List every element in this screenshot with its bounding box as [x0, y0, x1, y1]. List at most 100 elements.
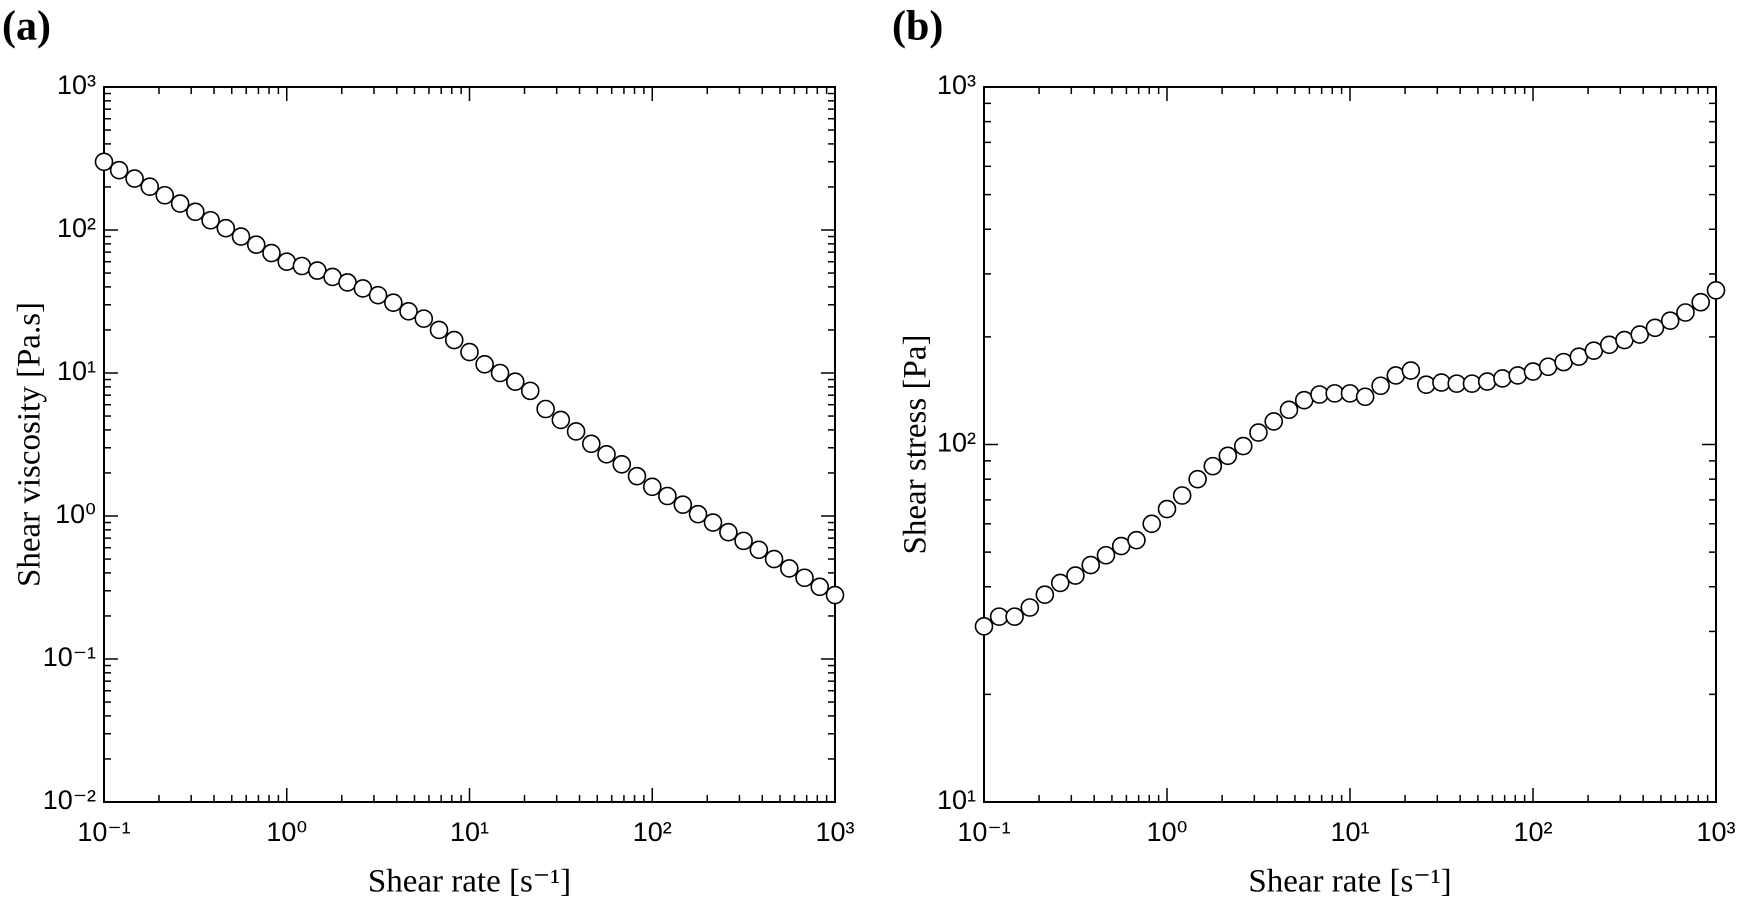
marker	[597, 445, 616, 464]
marker	[1081, 555, 1101, 575]
marker	[460, 342, 479, 362]
marker	[1538, 357, 1558, 377]
panel-label: (a)	[2, 4, 51, 50]
y-axis-label: Shear viscosity [Pa.s]	[12, 302, 48, 587]
marker	[719, 522, 738, 542]
marker	[368, 285, 388, 305]
y-tick-label: 10³	[937, 70, 976, 100]
marker	[703, 513, 723, 532]
marker	[140, 177, 160, 196]
x-axis-label: Shear rate [s⁻¹]	[1248, 864, 1451, 900]
y-tick-label: 10²	[937, 428, 976, 458]
marker	[749, 540, 769, 560]
plot-frame	[983, 86, 1717, 803]
x-tick-label: 10¹	[1330, 817, 1369, 847]
marker	[1264, 412, 1284, 431]
marker	[1142, 514, 1162, 534]
marker	[338, 273, 357, 292]
marker	[505, 372, 525, 391]
marker	[490, 363, 510, 383]
marker	[109, 160, 129, 180]
marker	[1111, 536, 1131, 556]
marker	[1645, 318, 1665, 338]
marker	[1401, 361, 1421, 380]
marker	[1172, 486, 1192, 505]
marker	[612, 454, 632, 474]
marker	[1035, 585, 1055, 605]
marker	[1615, 330, 1634, 350]
marker	[582, 434, 601, 454]
marker	[779, 559, 799, 578]
marker	[231, 227, 251, 246]
x-tick-label: 10⁻¹	[957, 817, 1010, 847]
x-tick-label: 10²	[1513, 817, 1552, 847]
marker	[1355, 387, 1375, 407]
marker	[825, 585, 845, 605]
marker	[1249, 423, 1268, 442]
y-axis-label: Shear stress [Pa]	[898, 335, 934, 555]
marker	[764, 549, 784, 569]
marker	[246, 235, 266, 254]
y-tick-label: 10⁻¹	[43, 642, 96, 672]
marker	[688, 504, 708, 524]
marker	[1294, 390, 1314, 410]
marker	[1203, 456, 1223, 476]
marker	[1371, 376, 1390, 396]
marker	[1340, 384, 1360, 403]
marker	[1462, 374, 1482, 393]
marker	[1020, 598, 1040, 617]
marker	[1508, 366, 1528, 385]
marker	[1325, 384, 1345, 403]
marker	[1188, 469, 1207, 489]
marker	[1416, 375, 1436, 394]
y-tick-label: 10⁻²	[43, 785, 96, 815]
marker	[170, 194, 190, 213]
y-tick-label: 10¹	[937, 785, 976, 815]
x-tick-label: 10⁰	[1147, 817, 1188, 847]
marker	[155, 185, 175, 205]
marker	[658, 486, 677, 506]
marker	[186, 202, 205, 222]
marker	[795, 568, 814, 588]
marker	[1676, 303, 1695, 322]
marker	[216, 218, 236, 238]
x-tick-label: 10²	[633, 817, 672, 847]
marker	[1066, 566, 1085, 585]
marker	[734, 531, 753, 551]
panel-label: (b)	[892, 4, 943, 50]
marker	[353, 279, 373, 298]
marker	[1584, 341, 1604, 360]
marker	[444, 330, 464, 350]
marker	[399, 302, 418, 321]
marker	[1432, 373, 1451, 392]
marker	[810, 577, 830, 597]
x-tick-label: 10³	[815, 817, 854, 847]
marker	[384, 293, 403, 313]
marker	[1493, 369, 1512, 388]
marker	[94, 152, 114, 172]
marker	[125, 169, 144, 188]
marker	[414, 309, 434, 328]
marker	[1630, 325, 1650, 344]
x-tick-label: 10⁻¹	[77, 817, 130, 847]
marker	[1005, 607, 1024, 626]
marker	[1157, 499, 1177, 519]
y-tick-label: 10³	[57, 70, 96, 100]
marker	[989, 607, 1009, 626]
marker	[201, 210, 220, 230]
marker	[475, 355, 494, 374]
marker	[520, 381, 540, 401]
marker	[1279, 400, 1299, 420]
marker	[536, 399, 555, 419]
x-tick-label: 10¹	[450, 817, 489, 847]
marker	[1660, 311, 1680, 330]
marker	[1096, 545, 1116, 565]
marker	[673, 495, 693, 514]
marker	[627, 466, 647, 486]
x-tick-label: 10⁰	[266, 817, 307, 847]
y-tick-label: 10⁰	[55, 499, 96, 529]
marker	[292, 256, 312, 276]
marker	[642, 477, 662, 497]
x-tick-label: 10³	[1696, 817, 1735, 847]
